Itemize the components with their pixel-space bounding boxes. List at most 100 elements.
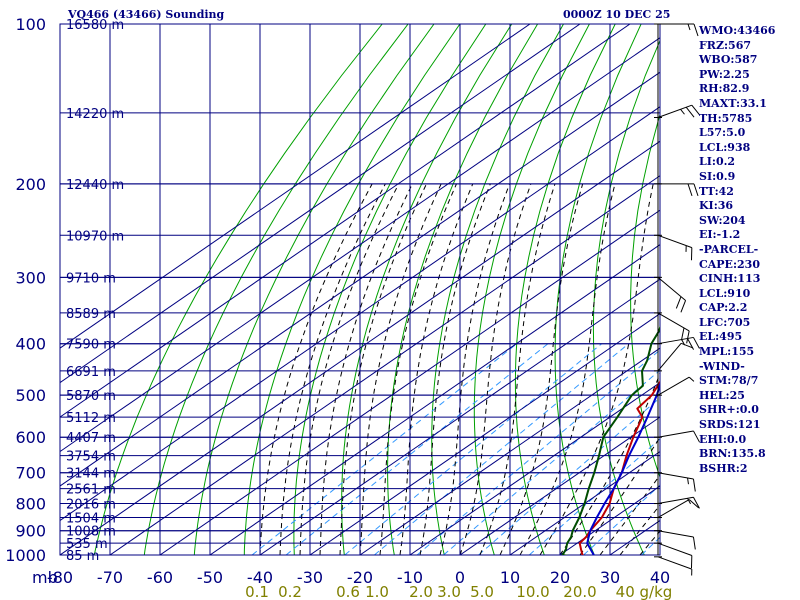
wind-barb [654,556,693,576]
index-29: BRN:135.8 [699,447,766,461]
wind-barb-shaft [657,376,690,396]
wind-barb [654,104,701,119]
wind-barb-feather [675,296,682,309]
temperature-label: 0 [455,568,465,587]
mixing-ratio-line [416,349,660,555]
mixing-ratio-label: 3.0 [437,583,461,600]
index-17: CINH:113 [699,272,761,286]
mixing-ratio-label: 10.0 [516,583,549,600]
mixing-ratio-label: 1.0 [365,583,389,600]
isotherm [60,24,531,349]
isotherm [60,106,660,522]
isotherm [159,209,660,555]
index-12: KI:36 [699,199,734,213]
wind-barb-feather [687,338,695,350]
isotherm [509,450,660,555]
pressure-label: 100 [15,15,46,34]
wind-barb-shaft [657,499,690,518]
wind-barb-shaft [657,312,690,332]
wind-barb-shaft [657,530,694,538]
wind-barb-feather [693,337,700,349]
chart-time: 0000Z 10 DEC 25 [563,8,671,21]
index-18: LCL:910 [699,286,751,300]
wind-barb-half-feather [688,376,695,382]
wind-barb-feather [691,104,701,116]
dry-adiabat [554,24,642,555]
temperature-label: -30 [297,568,323,587]
index-9: LI:0.2 [699,155,736,169]
index-26: SHR+:0.0 [699,403,759,417]
temperature-label: -50 [197,568,223,587]
height-label: 14220 m [66,107,124,122]
mixing-ratio-line [443,369,660,555]
wind-barb [654,496,700,509]
wind-barb-half-feather [680,108,685,115]
wind-barb-half-feather [687,498,691,505]
dry-adiabat [630,113,660,479]
index-23: -WIND- [699,359,745,373]
mixing-ratio-label: 2.0 [409,583,433,600]
pressure-label: 1000 [5,546,46,565]
index-11: TT:42 [699,184,734,198]
wind-barb-feather [680,327,685,341]
dry-adiabat [193,24,435,555]
temperature-label: -40 [247,568,273,587]
index-4: RH:82.9 [699,82,750,96]
height-label: 5112 m [66,411,116,426]
wind-barb-shaft [657,496,694,505]
temperature-label: -60 [147,568,173,587]
pressure-label: 600 [15,428,46,447]
height-label: 9710 m [66,271,116,286]
wind-barb [654,342,694,372]
temperature-label: 20 [550,568,570,587]
isotherm [60,24,581,384]
moist-adiabat [339,183,427,555]
chart-title: VQ466 (43466) Sounding [68,8,225,21]
index-1: FRZ:567 [699,38,752,52]
pressure-temperature-grid [59,23,661,556]
temperature-trace [578,380,660,555]
index-30: BSHR:2 [699,461,748,475]
height-label: 1504 m [66,512,116,527]
isotherm [109,175,660,555]
wind-barb [654,183,699,197]
wind-barb-feather [693,430,700,443]
pressure-label: 500 [15,386,46,405]
height-label: 4407 m [66,431,116,446]
mixing-ratio-line [251,343,518,555]
temperature-label: 40 [650,568,670,587]
isotherm [60,24,631,418]
pressure-label: 200 [15,175,46,194]
moist-adiabat [499,183,584,555]
dry-adiabat [431,24,564,555]
index-0: WMO:43466 [699,24,776,37]
wind-barb-feather [693,23,699,37]
dry-adiabat [243,24,461,555]
index-13: SW:204 [699,213,746,227]
dry-adiabat [93,24,383,555]
isotherm [359,347,660,555]
background-lines [93,24,660,555]
temperature-label: 30 [600,568,620,587]
isotherm [309,313,660,555]
mixing-ratio-label: 40 g/kg [616,583,673,600]
mixing-ratio-label: 20.0 [563,583,596,600]
wind-barb-shaft [657,556,692,570]
mixing-ratio-label: 5.0 [470,583,494,600]
wind-barb-shaft [657,472,694,480]
index-27: SRDS:121 [699,418,761,432]
isotherm [409,381,660,555]
isotherm [259,278,660,555]
mixing-ratio-label: 0.2 [278,583,302,600]
wind-barb-feather [680,342,694,349]
pressure-label: 900 [15,522,46,541]
isotherm [60,37,660,453]
height-label: 1008 m [66,525,116,540]
height-label: 3144 m [66,467,116,482]
height-label: 535 m [66,537,108,552]
height-label: 8589 m [66,307,116,322]
wind-barb [654,276,687,313]
height-label: 2016 m [66,498,116,513]
pressure-label: 300 [15,268,46,287]
